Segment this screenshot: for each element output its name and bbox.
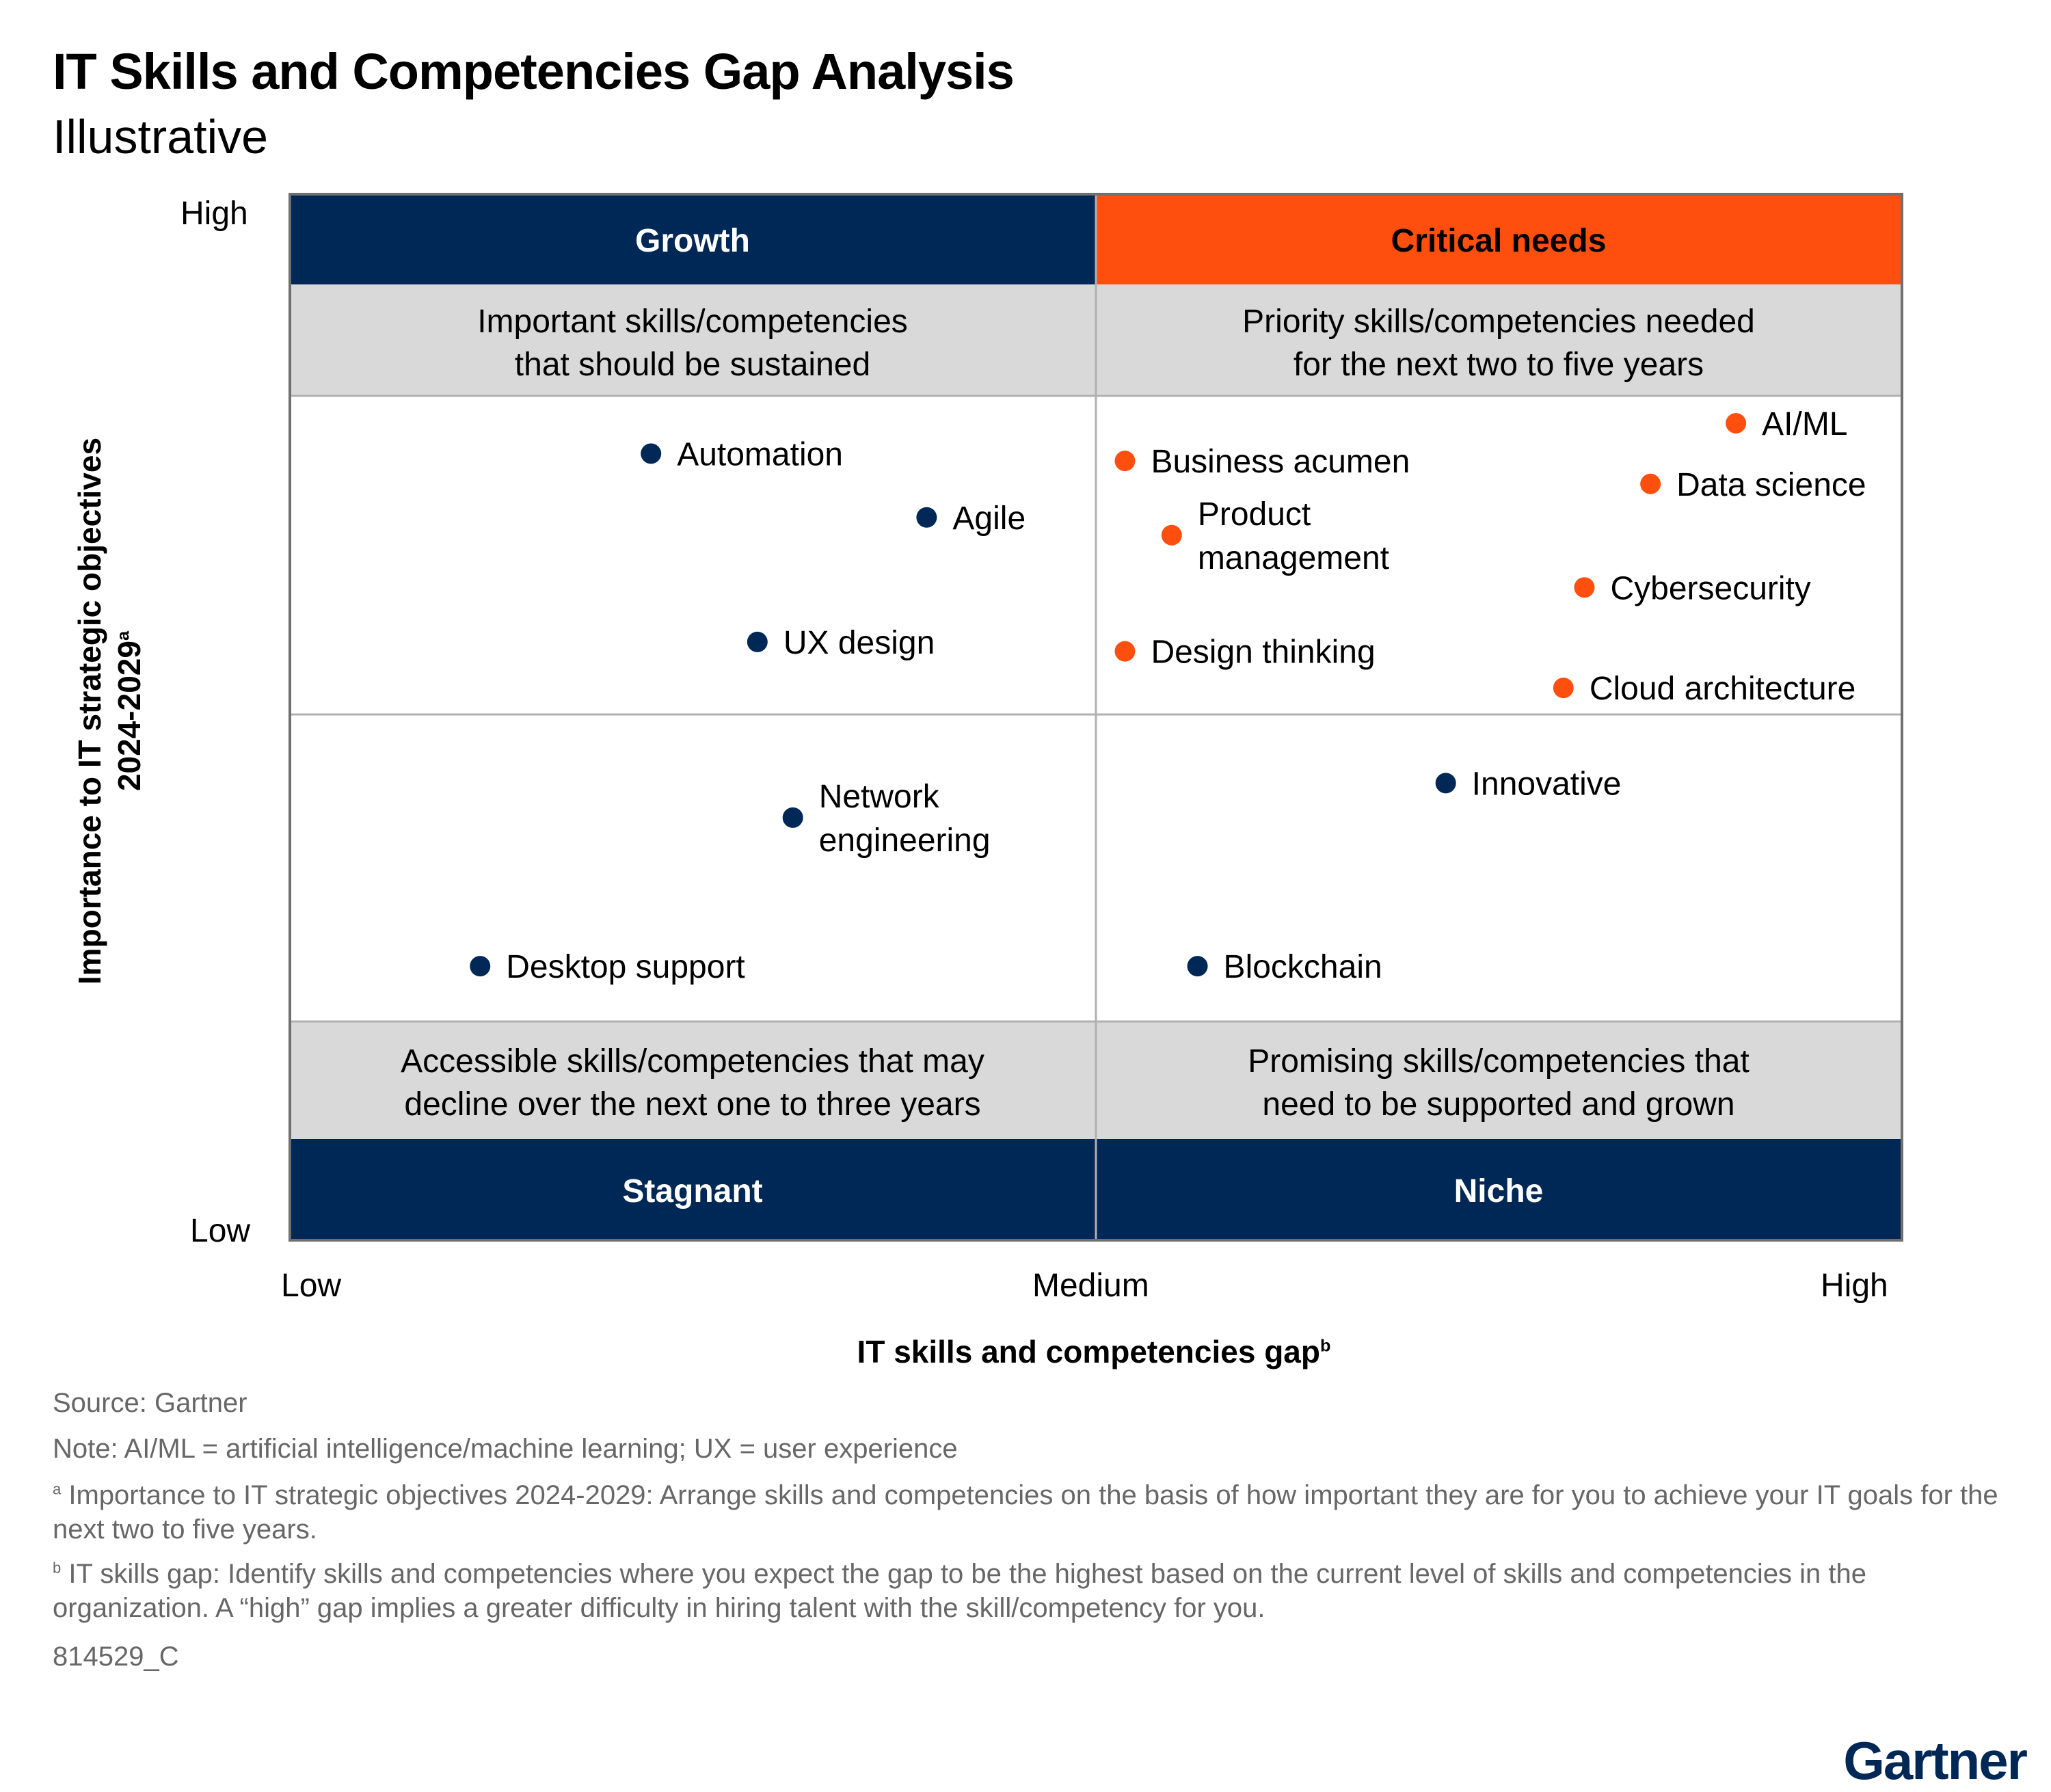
footnote-a: a Importance to IT strategic objectives … bbox=[53, 1480, 1998, 1544]
niche-description-band bbox=[1096, 1021, 1902, 1139]
critical-needs-description-line2: for the next two to five years bbox=[1293, 347, 1704, 383]
chart-subtitle: Illustrative bbox=[53, 110, 269, 163]
growth-header-band bbox=[290, 194, 1096, 284]
x-tick-high: High bbox=[1821, 1268, 1888, 1304]
y-tick-low: Low bbox=[190, 1213, 251, 1249]
gartner-logo: Gartner bbox=[1843, 1730, 2028, 1791]
point-label-blockchain: Blockchain bbox=[1224, 949, 1382, 985]
footnote-b: b IT skills gap: Identify skills and com… bbox=[53, 1559, 1867, 1623]
point-label-network-engineering-line2: engineering bbox=[819, 823, 991, 859]
point-agile bbox=[916, 507, 937, 528]
data-points: AI/ML Data science Business acumen Product m… bbox=[470, 406, 1866, 985]
abbreviation-note: Note: AI/ML = artificial intelligence/ma… bbox=[53, 1434, 958, 1464]
point-label-cloud-architecture: Cloud architecture bbox=[1590, 671, 1856, 707]
quadrant-name-stagnant: Stagnant bbox=[622, 1173, 762, 1209]
critical-needs-description-line1: Priority skills/competencies needed bbox=[1242, 304, 1755, 340]
critical-needs-description-band bbox=[1096, 284, 1902, 396]
point-label-business-acumen: Business acumen bbox=[1151, 444, 1410, 480]
point-label-design-thinking: Design thinking bbox=[1151, 634, 1375, 671]
point-network-engineering bbox=[782, 807, 803, 828]
stagnant-footer-band bbox=[290, 1139, 1096, 1240]
point-ai-ml bbox=[1726, 413, 1747, 434]
growth-description-line1: Important skills/competencies bbox=[477, 304, 908, 340]
critical-needs-header-band bbox=[1096, 194, 1902, 284]
point-label-product-management-line2: management bbox=[1198, 540, 1389, 576]
point-design-thinking bbox=[1114, 641, 1136, 662]
point-business-acumen bbox=[1114, 451, 1136, 472]
niche-description-line1: Promising skills/competencies that bbox=[1248, 1043, 1750, 1080]
quadrant-plot: Growth Critical needs Stagnant Niche Imp… bbox=[289, 193, 1903, 1242]
point-label-agile: Agile bbox=[952, 500, 1026, 537]
point-desktop-support bbox=[470, 956, 491, 977]
point-cloud-architecture bbox=[1553, 678, 1574, 699]
point-label-automation: Automation bbox=[677, 436, 843, 472]
x-tick-medium: Medium bbox=[1032, 1268, 1149, 1304]
point-blockchain bbox=[1187, 956, 1208, 977]
point-label-network-engineering-line1: Network bbox=[819, 779, 940, 815]
x-tick-low: Low bbox=[281, 1268, 342, 1304]
point-label-ux-design: UX design bbox=[783, 625, 935, 661]
chart-title: IT Skills and Competencies Gap Analysis bbox=[53, 43, 1015, 100]
point-innovative bbox=[1435, 773, 1456, 794]
quadrant-name-critical-needs: Critical needs bbox=[1391, 223, 1607, 259]
point-product-management bbox=[1161, 524, 1182, 546]
point-automation bbox=[641, 443, 662, 464]
point-label-desktop-support: Desktop support bbox=[506, 949, 745, 985]
niche-footer-band bbox=[1096, 1139, 1902, 1240]
document-id: 814529_C bbox=[53, 1642, 179, 1672]
point-ux-design bbox=[747, 631, 768, 652]
growth-description-line2: that should be sustained bbox=[515, 347, 870, 383]
source-note: Source: Gartner bbox=[53, 1388, 247, 1418]
quadrant-name-growth: Growth bbox=[635, 223, 750, 259]
plot-border bbox=[289, 193, 1903, 1242]
y-tick-high: High bbox=[180, 196, 248, 232]
niche-description-line2: need to be supported and grown bbox=[1262, 1086, 1734, 1123]
point-data-science bbox=[1640, 473, 1661, 494]
point-label-innovative: Innovative bbox=[1472, 766, 1622, 802]
point-label-data-science: Data science bbox=[1676, 467, 1866, 503]
point-cybersecurity bbox=[1574, 577, 1595, 598]
stagnant-description-line2: decline over the next one to three years bbox=[404, 1086, 980, 1123]
point-label-ai-ml: AI/ML bbox=[1762, 406, 1847, 442]
x-axis-title: IT skills and competencies gapb bbox=[857, 1334, 1331, 1369]
quadrant-name-niche: Niche bbox=[1454, 1173, 1544, 1209]
point-label-product-management-line1: Product bbox=[1198, 496, 1311, 533]
growth-description-band bbox=[290, 284, 1096, 396]
point-label-cybersecurity: Cybersecurity bbox=[1610, 570, 1810, 606]
stagnant-description-band bbox=[290, 1021, 1096, 1139]
stagnant-description-line1: Accessible skills/competencies that may bbox=[401, 1043, 984, 1080]
